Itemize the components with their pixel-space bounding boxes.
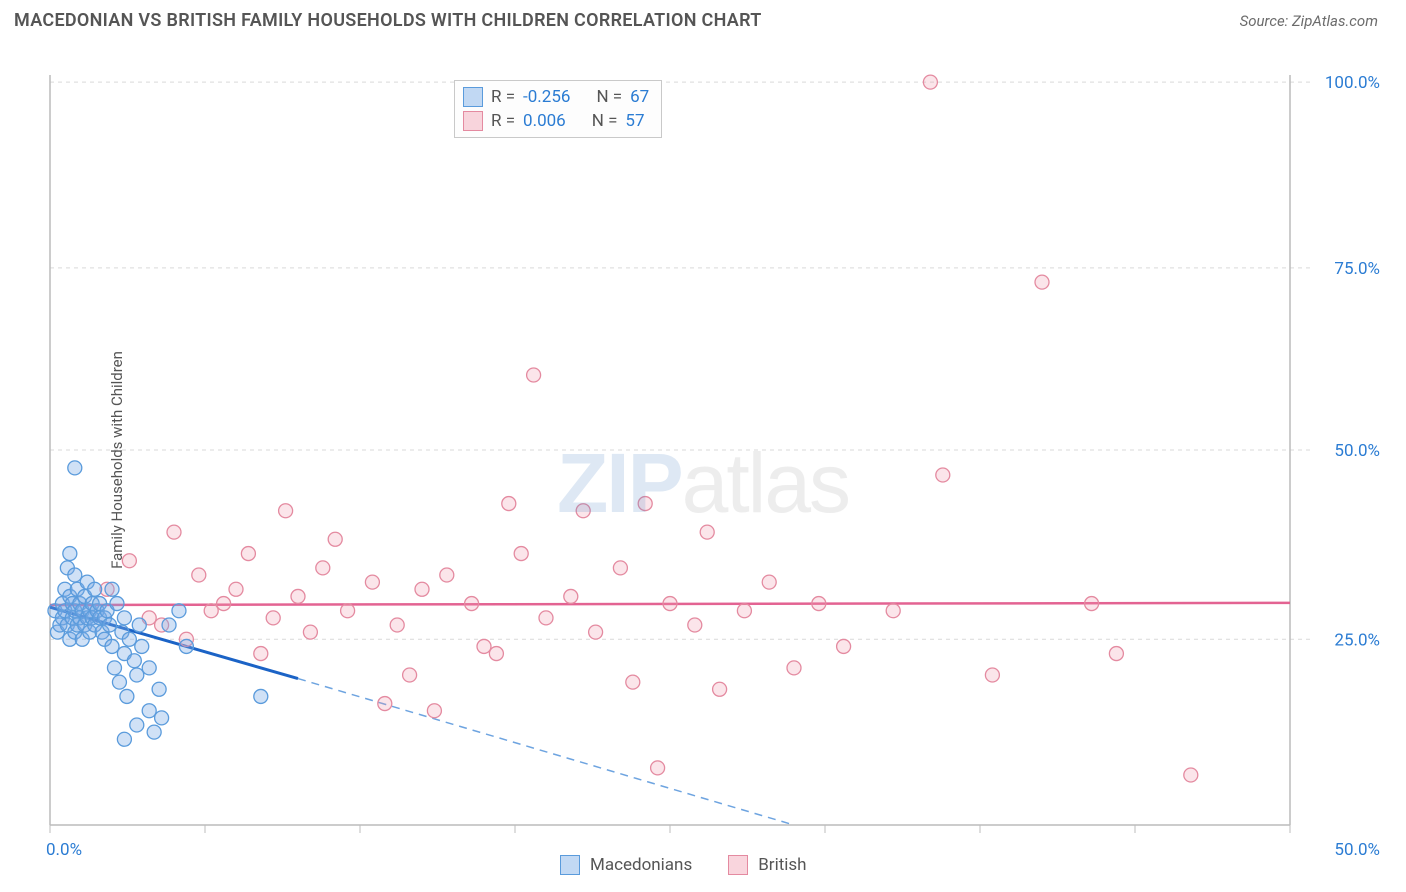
y-axis-label: Family Households with Children [108,351,126,569]
svg-text:50.0%: 50.0% [1334,840,1380,860]
legend-label-macedonians: Macedonians [590,855,692,875]
stat-n-label-a: N = [596,87,622,107]
legend-item-macedonians: Macedonians [560,855,692,875]
stats-row-a: R = -0.256 N = 67 [463,85,649,109]
legend-swatch-macedonians-icon [560,855,580,875]
legend-label-british: British [758,855,806,875]
stats-box: R = -0.256 N = 67 R = 0.006 N = 57 [454,80,662,138]
svg-text:50.0%: 50.0% [1334,441,1380,461]
stat-r-value-b: 0.006 [523,111,566,131]
legend-item-british: British [728,855,806,875]
chart-title: MACEDONIAN VS BRITISH FAMILY HOUSEHOLDS … [14,10,762,31]
stat-n-value-b: 57 [625,111,644,131]
scatter-plot: 25.0% 50.0% 75.0% 100.0% 0.0% 50.0% [0,35,1406,885]
svg-text:25.0%: 25.0% [1334,630,1380,650]
stat-n-value-a: 67 [630,87,649,107]
svg-text:75.0%: 75.0% [1334,259,1380,279]
legend-swatch-british-icon [728,855,748,875]
swatch-macedonians-icon [463,87,483,107]
chart-area: Family Households with Children ZIPatlas… [0,35,1406,885]
stat-r-value-a: -0.256 [523,87,570,107]
swatch-british-icon [463,111,483,131]
svg-text:100.0%: 100.0% [1325,73,1380,93]
stats-row-b: R = 0.006 N = 57 [463,109,649,133]
svg-text:0.0%: 0.0% [46,840,82,860]
stat-r-label-a: R = [491,87,515,107]
bottom-legend: Macedonians British [560,855,807,875]
source-text: Source: ZipAtlas.com [1240,12,1378,30]
stat-r-label-b: R = [491,111,515,131]
stat-n-label-b: N = [592,111,618,131]
